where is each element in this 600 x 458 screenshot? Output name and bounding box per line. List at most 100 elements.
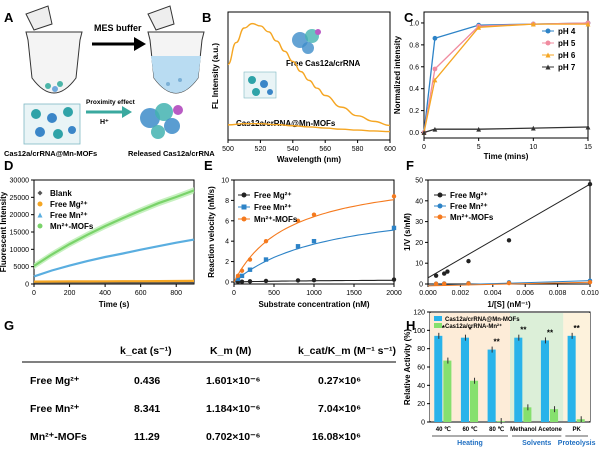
- group-label: Heating: [457, 440, 483, 447]
- legend-label: Free Mg²⁺: [50, 200, 88, 209]
- legend-marker: [241, 192, 247, 198]
- legend-marker: [437, 203, 443, 209]
- y-tick-label: 0: [419, 282, 423, 289]
- legend-marker: [37, 190, 43, 196]
- y-tick-label: 100: [413, 328, 425, 335]
- annotation-free: Free Cas12a/crRNA: [286, 59, 360, 68]
- y-axis-label: FL Intensity (a.u.): [211, 43, 220, 109]
- significance-marker: **: [520, 326, 527, 335]
- chart-b: 500 520 540 560 580 600 Wavelength (nm) FL Inte…: [211, 11, 396, 164]
- legend-label: Blank: [50, 189, 72, 198]
- data-point: [311, 212, 317, 217]
- y-tick-label: 0: [225, 279, 229, 286]
- series-line: [33, 238, 195, 278]
- x-tick-label: 0.010: [581, 290, 599, 297]
- bar: [540, 340, 549, 422]
- y-axis-label: Reaction velocity (nM/s): [207, 186, 216, 278]
- legend-label: pH 4: [558, 27, 576, 36]
- panel-label-g: G: [4, 318, 14, 333]
- y-tick-label: 20000: [10, 212, 30, 219]
- legend-label: Free Mn²⁺: [50, 211, 88, 220]
- x-tick-label: 0.006: [516, 290, 534, 297]
- x-tick-label: 600: [135, 290, 147, 297]
- legend-label: Mn²⁺-MOFs: [50, 222, 94, 231]
- data-point: [263, 257, 269, 262]
- bar: [487, 349, 496, 422]
- series-error-band: [34, 187, 194, 270]
- y-tick-label: 20: [417, 401, 425, 408]
- legend-label: pH 6: [558, 51, 576, 60]
- arrow-release: [86, 106, 132, 118]
- tube-right: [147, 5, 205, 94]
- x-tick-label: 200: [64, 290, 76, 297]
- x-tick-label: 10: [529, 144, 537, 151]
- data-point: [311, 278, 317, 283]
- data-point: [391, 225, 397, 231]
- x-tick-label: 500: [268, 290, 280, 297]
- x-tick-label: 600: [384, 146, 396, 153]
- panel-label-c: C: [404, 10, 414, 25]
- significance-marker: *: [442, 324, 446, 333]
- y-tick-label: 2: [225, 259, 229, 266]
- data-point: [530, 125, 536, 131]
- annotation-mof: Cas12a/crRNA@Mn-MOFs: [236, 119, 336, 128]
- row-name: Free Mg²⁺: [30, 375, 80, 387]
- y-tick-label: 0.8: [409, 42, 419, 49]
- panel-label-h: H: [406, 318, 415, 333]
- x-tick-label: 1500: [346, 290, 362, 297]
- legend-label: Free Mg²⁺: [254, 191, 292, 200]
- chart-d: 0 200 400 600 800 0 5000 10000 15000 20000 25000 30…: [0, 178, 195, 309]
- legend-marker: [437, 214, 443, 220]
- x-tick-label: 0.002: [452, 290, 470, 297]
- legend-label: Free Mg²⁺: [450, 191, 488, 200]
- data-point: [432, 35, 438, 41]
- y-tick-label: 6: [225, 218, 229, 225]
- proximity-label: Proximity effect: [86, 99, 136, 106]
- legend-label: Mn²⁺-MOFs: [450, 213, 494, 222]
- significance-marker: **: [494, 338, 501, 347]
- bar: [470, 380, 479, 422]
- y-axis-label: Relative Activity (%): [403, 329, 412, 406]
- data-point: [263, 238, 269, 244]
- data-point: [247, 267, 253, 272]
- panel-label-b: B: [202, 10, 211, 25]
- x-tick-label: 60 ℃: [462, 426, 477, 433]
- data-point: [445, 269, 450, 274]
- y-tick-label: 10000: [10, 247, 30, 254]
- plot-frame: [227, 11, 391, 141]
- row-km: 1.601×10⁻⁶: [206, 375, 261, 387]
- row-kcat: 8.341: [134, 403, 160, 415]
- panel-a: A MES buffer Proximity effect H⁺: [4, 5, 215, 158]
- y-tick-label: 5000: [13, 264, 29, 271]
- y-tick-label: 50: [415, 178, 423, 185]
- mof-cluster-left: [23, 103, 81, 145]
- y-tick-label: 0.2: [409, 108, 419, 115]
- proton-label: H⁺: [100, 119, 109, 126]
- row-km: 0.702×10⁻⁶: [206, 431, 261, 443]
- x-axis-label: 1/[S] (nM⁻¹): [487, 300, 531, 309]
- significance-marker: **: [574, 324, 581, 333]
- y-tick-label: 10: [415, 261, 423, 268]
- series-line: [423, 126, 589, 134]
- legend-label: pH 5: [558, 39, 576, 48]
- y-tick-label: 8: [225, 198, 229, 205]
- chart-f: 0.000 0.002 0.004 0.006 0.008 0.010 0 10 20 30 40 5…: [403, 178, 599, 310]
- legend-marker: [37, 201, 43, 207]
- y-tick-label: 0.0: [409, 130, 419, 137]
- legend-label: Free Mn²⁺: [450, 202, 488, 211]
- data-point: [432, 66, 438, 72]
- x-tick-label: 40 ℃: [436, 426, 451, 433]
- data-point: [476, 24, 482, 30]
- data-point: [587, 181, 593, 187]
- significance-marker: **: [547, 328, 554, 337]
- y-tick-label: 40: [415, 198, 423, 205]
- y-tick-label: 10: [221, 178, 229, 185]
- x-tick-label: 0: [32, 290, 36, 297]
- data-point: [466, 258, 471, 264]
- data-point: [235, 276, 241, 282]
- series-mof: [227, 123, 391, 133]
- y-tick-label: 80: [417, 346, 425, 353]
- y-tick-label: 40: [417, 383, 425, 390]
- y-tick-label: 0: [421, 420, 425, 427]
